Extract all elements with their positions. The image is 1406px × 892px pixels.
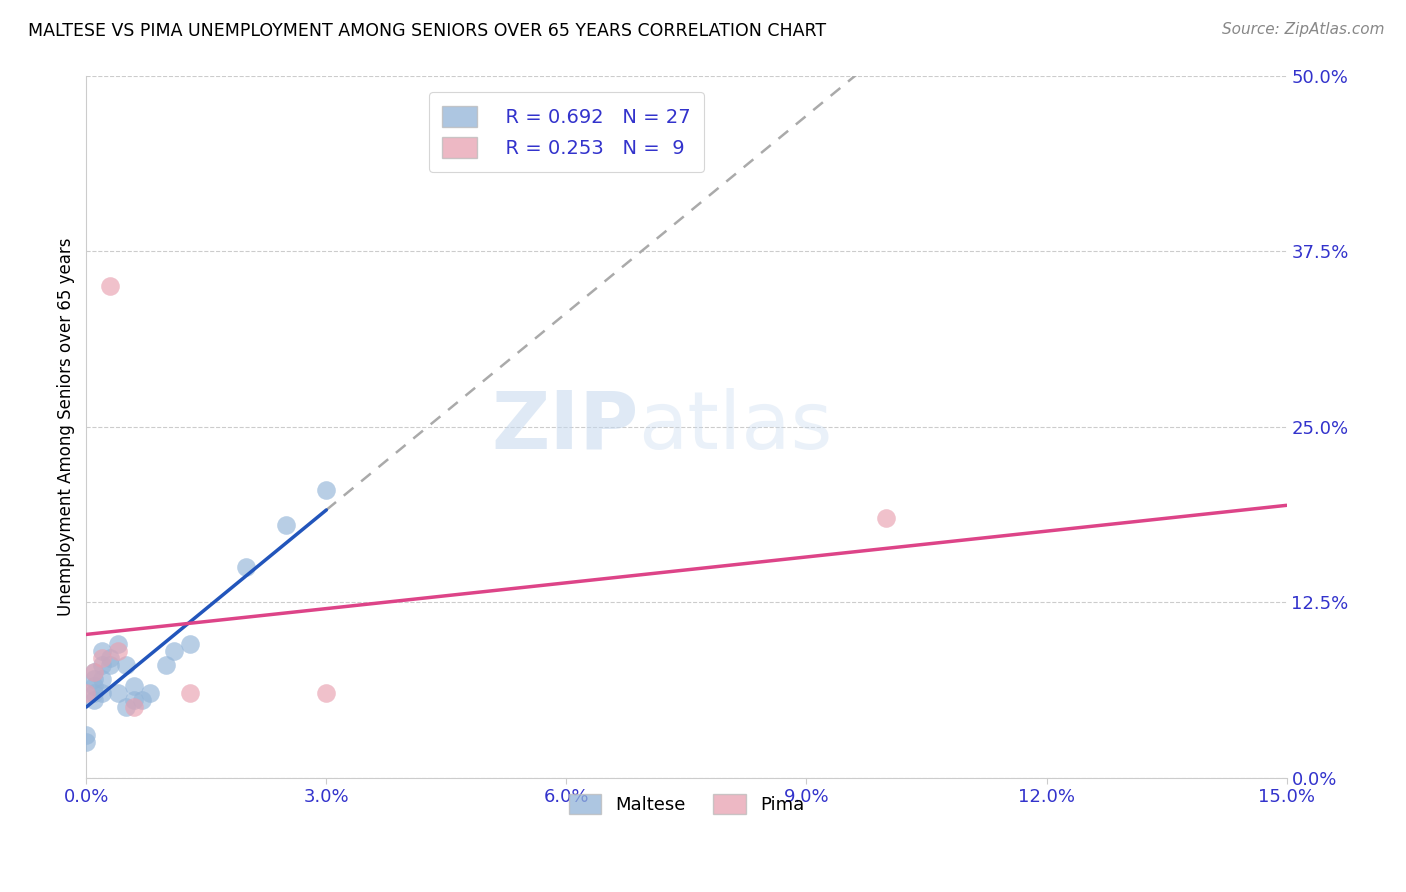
Point	[83, 693, 105, 707]
Point	[276, 517, 298, 532]
Point	[139, 686, 162, 700]
Point	[131, 693, 153, 707]
Point	[91, 644, 114, 658]
Point	[83, 665, 105, 680]
Point	[124, 700, 146, 714]
Text: ZIP: ZIP	[491, 387, 638, 466]
Point	[98, 658, 121, 673]
Point	[163, 644, 186, 658]
Point	[91, 658, 114, 673]
Point	[107, 686, 129, 700]
Point	[155, 658, 177, 673]
Point	[91, 651, 114, 665]
Point	[83, 679, 105, 693]
Point	[75, 728, 97, 742]
Point	[91, 686, 114, 700]
Text: atlas: atlas	[638, 387, 832, 466]
Text: MALTESE VS PIMA UNEMPLOYMENT AMONG SENIORS OVER 65 YEARS CORRELATION CHART: MALTESE VS PIMA UNEMPLOYMENT AMONG SENIO…	[28, 22, 827, 40]
Point	[124, 693, 146, 707]
Point	[124, 679, 146, 693]
Point	[179, 637, 201, 651]
Point	[315, 686, 337, 700]
Point	[107, 644, 129, 658]
Point	[75, 735, 97, 749]
Point	[83, 665, 105, 680]
Point	[115, 700, 138, 714]
Point	[98, 279, 121, 293]
Legend: Maltese, Pima: Maltese, Pima	[558, 783, 815, 825]
Point	[75, 686, 97, 700]
Point	[83, 686, 105, 700]
Point	[876, 510, 898, 524]
Point	[98, 651, 121, 665]
Point	[91, 673, 114, 687]
Point	[235, 560, 257, 574]
Point	[315, 483, 337, 497]
Y-axis label: Unemployment Among Seniors over 65 years: Unemployment Among Seniors over 65 years	[58, 237, 75, 615]
Text: Source: ZipAtlas.com: Source: ZipAtlas.com	[1222, 22, 1385, 37]
Point	[179, 686, 201, 700]
Point	[107, 637, 129, 651]
Point	[115, 658, 138, 673]
Point	[83, 673, 105, 687]
